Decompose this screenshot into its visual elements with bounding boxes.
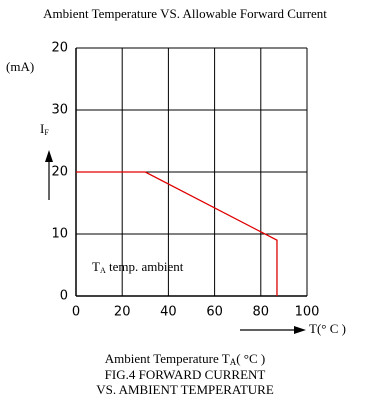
x-tick-label: 60 xyxy=(206,305,223,320)
annotation: TA temp. ambient xyxy=(92,259,184,275)
y-tick-label: 0 xyxy=(60,289,68,304)
caption: VS. AMBIENT TEMPERATURE xyxy=(96,382,274,397)
x-arrow-head xyxy=(294,326,306,334)
y-tick-label: 30 xyxy=(51,103,68,118)
chart-title: Ambient Temperature VS. Allowable Forwar… xyxy=(43,6,327,21)
x-tick-label: 0 xyxy=(72,305,80,320)
y-unit: (mA) xyxy=(6,59,34,74)
x-tick-label: 20 xyxy=(114,305,131,320)
x-tick-label: 100 xyxy=(295,305,320,320)
x-tick-label: 40 xyxy=(160,305,177,320)
y-label: IF xyxy=(40,121,49,137)
y-tick-label: 10 xyxy=(51,227,68,242)
y-arrow-head xyxy=(45,150,53,162)
x-label: T(° C ) xyxy=(309,321,346,336)
y-tick-label: 20 xyxy=(51,41,68,56)
x-tick-label: 80 xyxy=(253,305,270,320)
y-tick-label: 20 xyxy=(51,165,68,180)
caption: FIG.4 FORWARD CURRENT xyxy=(105,367,266,382)
caption: Ambient Temperature TA( °C ) xyxy=(105,351,266,367)
line xyxy=(76,171,278,296)
